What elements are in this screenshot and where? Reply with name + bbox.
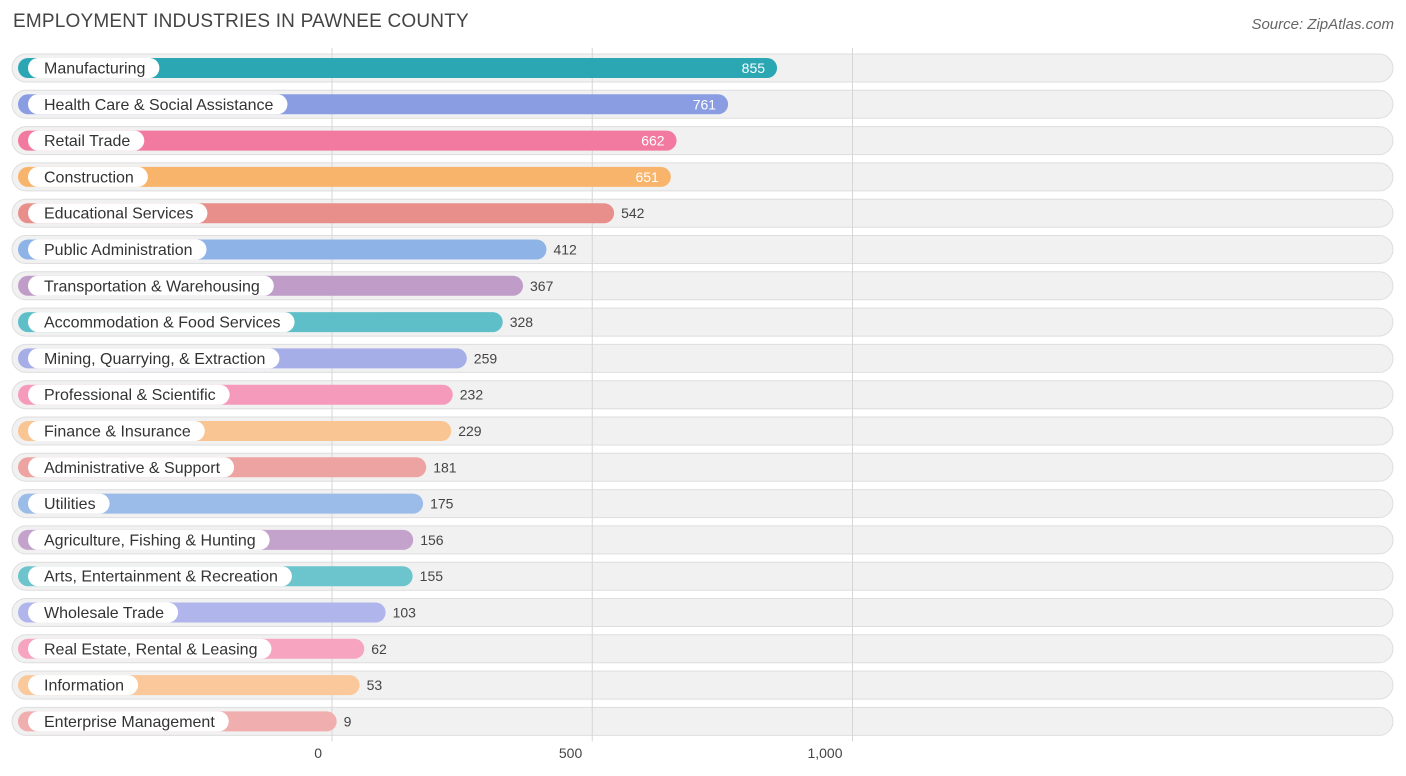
category-label: Educational Services [44,206,193,223]
value-label: 662 [641,133,665,149]
category-pill [28,312,295,333]
bar-group: Utilities 175 [18,493,454,514]
category-pill [28,566,292,587]
category-pill [28,203,208,224]
category-label: Construction [44,169,134,186]
category-label: Public Administration [44,242,193,259]
bar-group: Information 53 [18,675,383,696]
category-label: Real Estate, Rental & Leasing [44,641,257,658]
bar [18,166,671,187]
bar-group: Wholesale Trade 103 [18,602,417,623]
bar-group: Transportation & Warehousing 367 [18,275,554,296]
value-label: 412 [553,242,577,258]
bar-group: Accommodation & Food Services 328 [18,312,534,333]
x-tick-label: 0 [314,745,322,761]
x-tick-label: 1,000 [807,745,842,761]
value-label: 855 [742,60,766,76]
value-label: 103 [393,605,417,621]
category-pill [28,711,229,732]
value-label: 229 [458,423,482,439]
value-label: 175 [430,496,454,512]
category-label: Accommodation & Food Services [44,315,281,332]
value-label: 9 [344,713,352,729]
category-pill [28,493,110,514]
value-label: 181 [433,459,457,475]
category-label: Arts, Entertainment & Recreation [44,569,278,586]
bar-group: Finance & Insurance 229 [18,421,482,441]
bar-group: Real Estate, Rental & Leasing 62 [18,638,387,659]
category-pill [28,130,145,151]
value-label: 53 [367,677,383,693]
value-label: 651 [635,169,659,185]
category-label: Health Care & Social Assistance [44,97,274,114]
value-label: 761 [693,96,717,112]
category-pill [28,275,274,296]
bar-group: Administrative & Support 181 [18,457,457,478]
category-pill [28,602,179,623]
category-label: Retail Trade [44,133,130,150]
value-label: 542 [621,205,645,221]
x-tick-label: 500 [559,745,583,761]
category-pill [28,94,288,115]
bar-group: Agriculture, Fishing & Hunting 156 [18,529,444,550]
bar [18,58,778,78]
category-pill [28,348,280,369]
x-axis-ticks: 0 500 1,000 [314,745,842,761]
bars: Manufacturing 855 Health Care & Social Ass… [18,58,778,732]
bar-group: Construction 651 [18,166,671,187]
category-pill [28,58,160,78]
category-label: Agriculture, Fishing & Hunting [44,532,256,549]
category-label: Administrative & Support [44,460,221,477]
category-label: Professional & Scientific [44,387,216,404]
bar [18,493,424,514]
category-label: Manufacturing [44,61,145,78]
row-background [11,706,1394,736]
category-pill [28,457,235,478]
chart-title: EMPLOYMENT INDUSTRIES IN PAWNEE COUNTY [13,11,469,32]
bar-group: Mining, Quarrying, & Extraction 259 [18,348,498,369]
category-pill [28,166,148,187]
category-label: Transportation & Warehousing [44,278,260,295]
source-attribution: Source: ZipAtlas.com [1251,16,1394,33]
category-pill [28,529,270,550]
bar [18,130,677,151]
category-label: Mining, Quarrying, & Extraction [44,351,265,368]
category-pill [28,239,207,260]
bar-group: Public Administration 412 [18,239,577,260]
bar-group: Professional & Scientific 232 [18,384,484,405]
value-label: 62 [371,641,387,657]
value-label: 328 [510,314,534,330]
value-label: 155 [420,568,444,584]
category-label: Finance & Insurance [44,424,191,441]
value-label: 259 [474,350,498,366]
category-label: Enterprise Management [44,714,215,731]
bar-group: Educational Services 542 [18,203,645,224]
bar-group: Manufacturing 855 [18,58,778,78]
category-pill [28,421,205,441]
value-label: 232 [460,387,484,403]
category-label: Utilities [44,496,96,513]
bar-group: Retail Trade 662 [18,130,677,151]
bar-group: Arts, Entertainment & Recreation 155 [18,566,444,587]
category-label: Wholesale Trade [44,605,164,622]
bar-group: Enterprise Management 9 [18,711,352,732]
category-pill [28,638,272,659]
value-label: 156 [420,532,444,548]
category-pill [28,384,230,405]
bar-group: Health Care & Social Assistance 761 [18,94,729,115]
category-pill [28,675,139,696]
value-label: 367 [530,278,554,294]
category-label: Information [44,678,124,695]
row-background [11,670,1394,700]
